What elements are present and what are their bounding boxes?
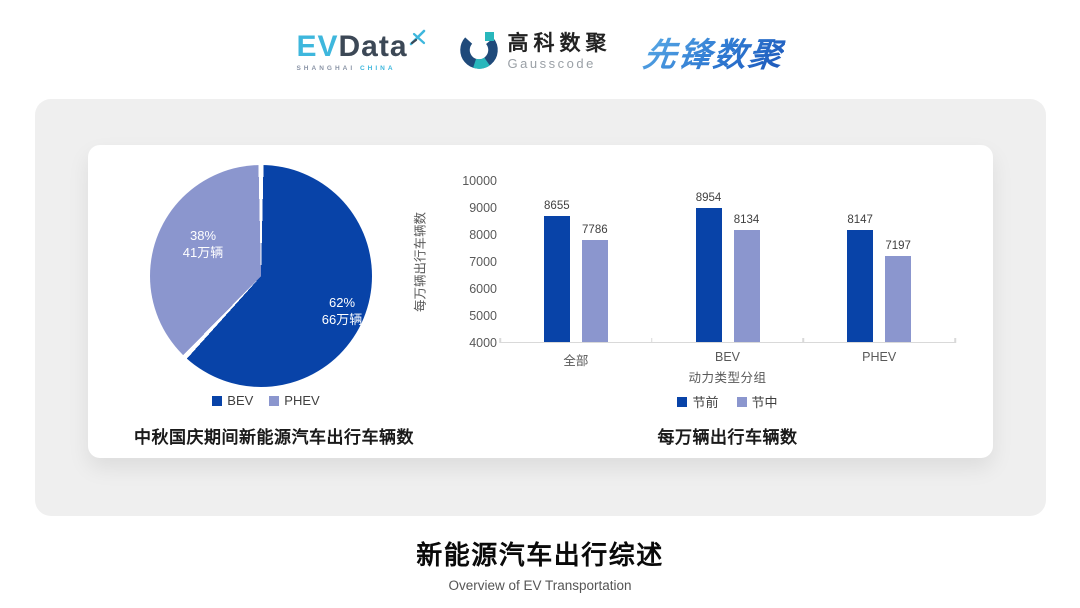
bar-value-label: 7197 bbox=[885, 239, 911, 252]
x-axis-categories: 全部 BEV PHEV bbox=[500, 350, 955, 369]
legend-item[interactable]: PHEV bbox=[269, 393, 320, 408]
gausscode-cn-text: 高科数聚 bbox=[507, 32, 612, 56]
y-axis-ticks: 10000 9000 8000 7000 6000 5000 4000 bbox=[440, 174, 497, 350]
gausscode-g-icon bbox=[458, 29, 500, 76]
legend-label: BEV bbox=[227, 393, 254, 408]
legend-label: 节中 bbox=[751, 395, 778, 410]
content-panel: 62% 66万辆 38% 41万辆 BEV PHEV 中秋国庆期间新能源汽车出行车辆数… bbox=[35, 99, 1046, 516]
bar-value-label: 8655 bbox=[544, 200, 570, 213]
pie-chart[interactable] bbox=[150, 165, 372, 387]
bar[interactable] bbox=[847, 230, 874, 342]
legend-label: PHEV bbox=[284, 393, 320, 408]
y-tick-label: 10000 bbox=[462, 174, 497, 188]
y-tick-label: 7000 bbox=[469, 255, 497, 269]
bar-column: 7197 bbox=[885, 239, 912, 342]
page-subtitle: Overview of EV Transportation bbox=[448, 578, 632, 593]
x-axis-tick bbox=[499, 338, 501, 343]
x-category-label: 全部 bbox=[563, 354, 589, 368]
bar-value-label: 8134 bbox=[733, 214, 760, 227]
legend-label: 节前 bbox=[692, 395, 719, 410]
legend-item[interactable]: BEV bbox=[212, 393, 253, 408]
header-logo-row: EVData SHANGHAI CHINA bbox=[0, 22, 1080, 82]
legend-swatch bbox=[269, 395, 280, 406]
bar-group: 8954 8134 bbox=[652, 181, 804, 342]
legend-swatch bbox=[736, 396, 747, 407]
page-title: 新能源汽车出行综述 bbox=[416, 540, 664, 570]
x-category-label: PHEV bbox=[862, 350, 897, 364]
y-tick-label: 5000 bbox=[469, 309, 497, 323]
pie-slice-label: 38% 41万辆 bbox=[182, 228, 224, 260]
legend-item[interactable]: 节前 bbox=[677, 392, 719, 411]
evdata-logo: EVData SHANGHAI CHINA bbox=[296, 29, 425, 72]
gausscode-en-text: Gausscode bbox=[507, 56, 596, 72]
bar-column: 7786 bbox=[581, 223, 608, 342]
bar-value-label: 8954 bbox=[695, 192, 722, 205]
bar[interactable] bbox=[733, 230, 760, 342]
bar-column: 8954 bbox=[695, 192, 722, 342]
bar[interactable] bbox=[695, 208, 722, 342]
evdata-ev-text: EV bbox=[296, 30, 339, 63]
evdata-wordmark: EVData bbox=[296, 29, 425, 63]
legend-swatch bbox=[212, 395, 223, 406]
x-axis-tick bbox=[650, 338, 653, 343]
y-tick-label: 8000 bbox=[469, 228, 497, 242]
bar-chart-title: 每万辆出行车辆数 bbox=[657, 428, 798, 447]
x-category-label: BEV bbox=[715, 350, 741, 364]
bar[interactable] bbox=[543, 216, 570, 342]
evdata-shanghai-text: SHANGHAI bbox=[296, 65, 356, 72]
evdata-china-text: CHINA bbox=[359, 65, 396, 72]
footer: 新能源汽车出行综述 Overview of EV Transportation bbox=[0, 535, 1080, 593]
bar-column: 8655 bbox=[543, 200, 570, 342]
evdata-subtitle: SHANGHAI CHINA bbox=[296, 65, 407, 72]
bar-column: 8147 bbox=[847, 214, 874, 342]
legend-swatch bbox=[677, 396, 688, 407]
y-tick-label: 9000 bbox=[469, 201, 497, 215]
evdata-x-icon bbox=[408, 24, 428, 54]
bar-value-label: 7786 bbox=[582, 223, 608, 236]
chart-card: 62% 66万辆 38% 41万辆 BEV PHEV 中秋国庆期间新能源汽车出行车辆数… bbox=[88, 145, 993, 458]
y-tick-label: 4000 bbox=[469, 336, 497, 350]
legend-item[interactable]: 节中 bbox=[736, 392, 778, 411]
y-tick-label: 6000 bbox=[469, 282, 497, 296]
pie-slice-label: 62% 66万辆 bbox=[321, 295, 363, 327]
bar[interactable] bbox=[885, 255, 912, 342]
gausscode-logo: 高科数聚 Gausscode bbox=[458, 29, 612, 76]
pie-legend: BEV PHEV bbox=[88, 393, 444, 408]
evdata-data-text: Data bbox=[338, 30, 408, 63]
xianfeng-logo: 先锋数聚 bbox=[640, 28, 787, 76]
bar[interactable] bbox=[581, 239, 608, 342]
bar-column: 8134 bbox=[733, 214, 760, 342]
bar-group: 8147 7197 bbox=[803, 181, 955, 342]
bar-group: 8655 7786 bbox=[500, 181, 652, 342]
bar-legend: 节前 节中 bbox=[500, 392, 955, 411]
bar-plot: 8655 7786 8954 8134 8147 7197 bbox=[499, 181, 956, 343]
bar-x-axis-title: 动力类型分组 bbox=[688, 371, 767, 385]
gausscode-text: 高科数聚 Gausscode bbox=[508, 33, 612, 71]
x-axis-tick bbox=[802, 338, 805, 343]
bar-y-axis-title: 每万辆出行车辆数 bbox=[413, 211, 428, 313]
pie-chart-title: 中秋国庆期间新能源汽车出行车辆数 bbox=[134, 428, 414, 447]
bar-value-label: 8147 bbox=[847, 214, 873, 227]
x-axis-tick bbox=[954, 338, 956, 343]
